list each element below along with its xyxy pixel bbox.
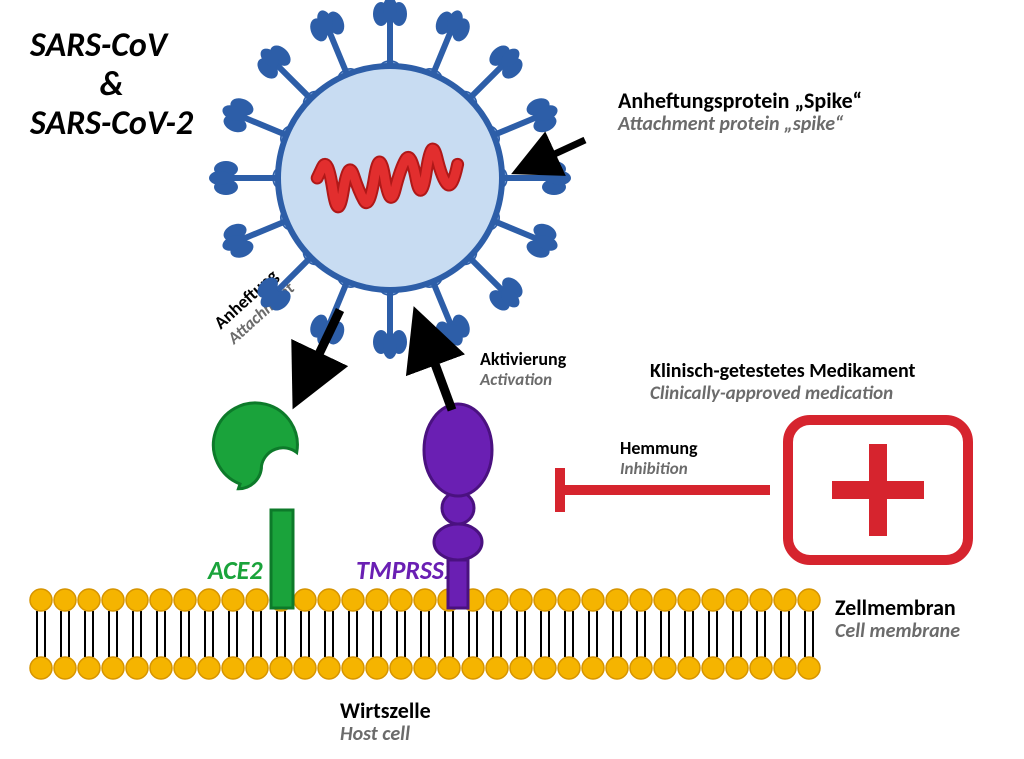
medication-icon <box>788 420 968 560</box>
diagram-svg <box>0 0 1024 759</box>
virus-particle <box>209 0 571 359</box>
tmprss2-receptor <box>424 404 492 608</box>
cell-membrane <box>30 589 820 679</box>
diagram-stage: { "canvas":{"w":1024,"h":759,"bg":"#ffff… <box>0 0 1024 759</box>
ace2-receptor <box>213 403 297 608</box>
